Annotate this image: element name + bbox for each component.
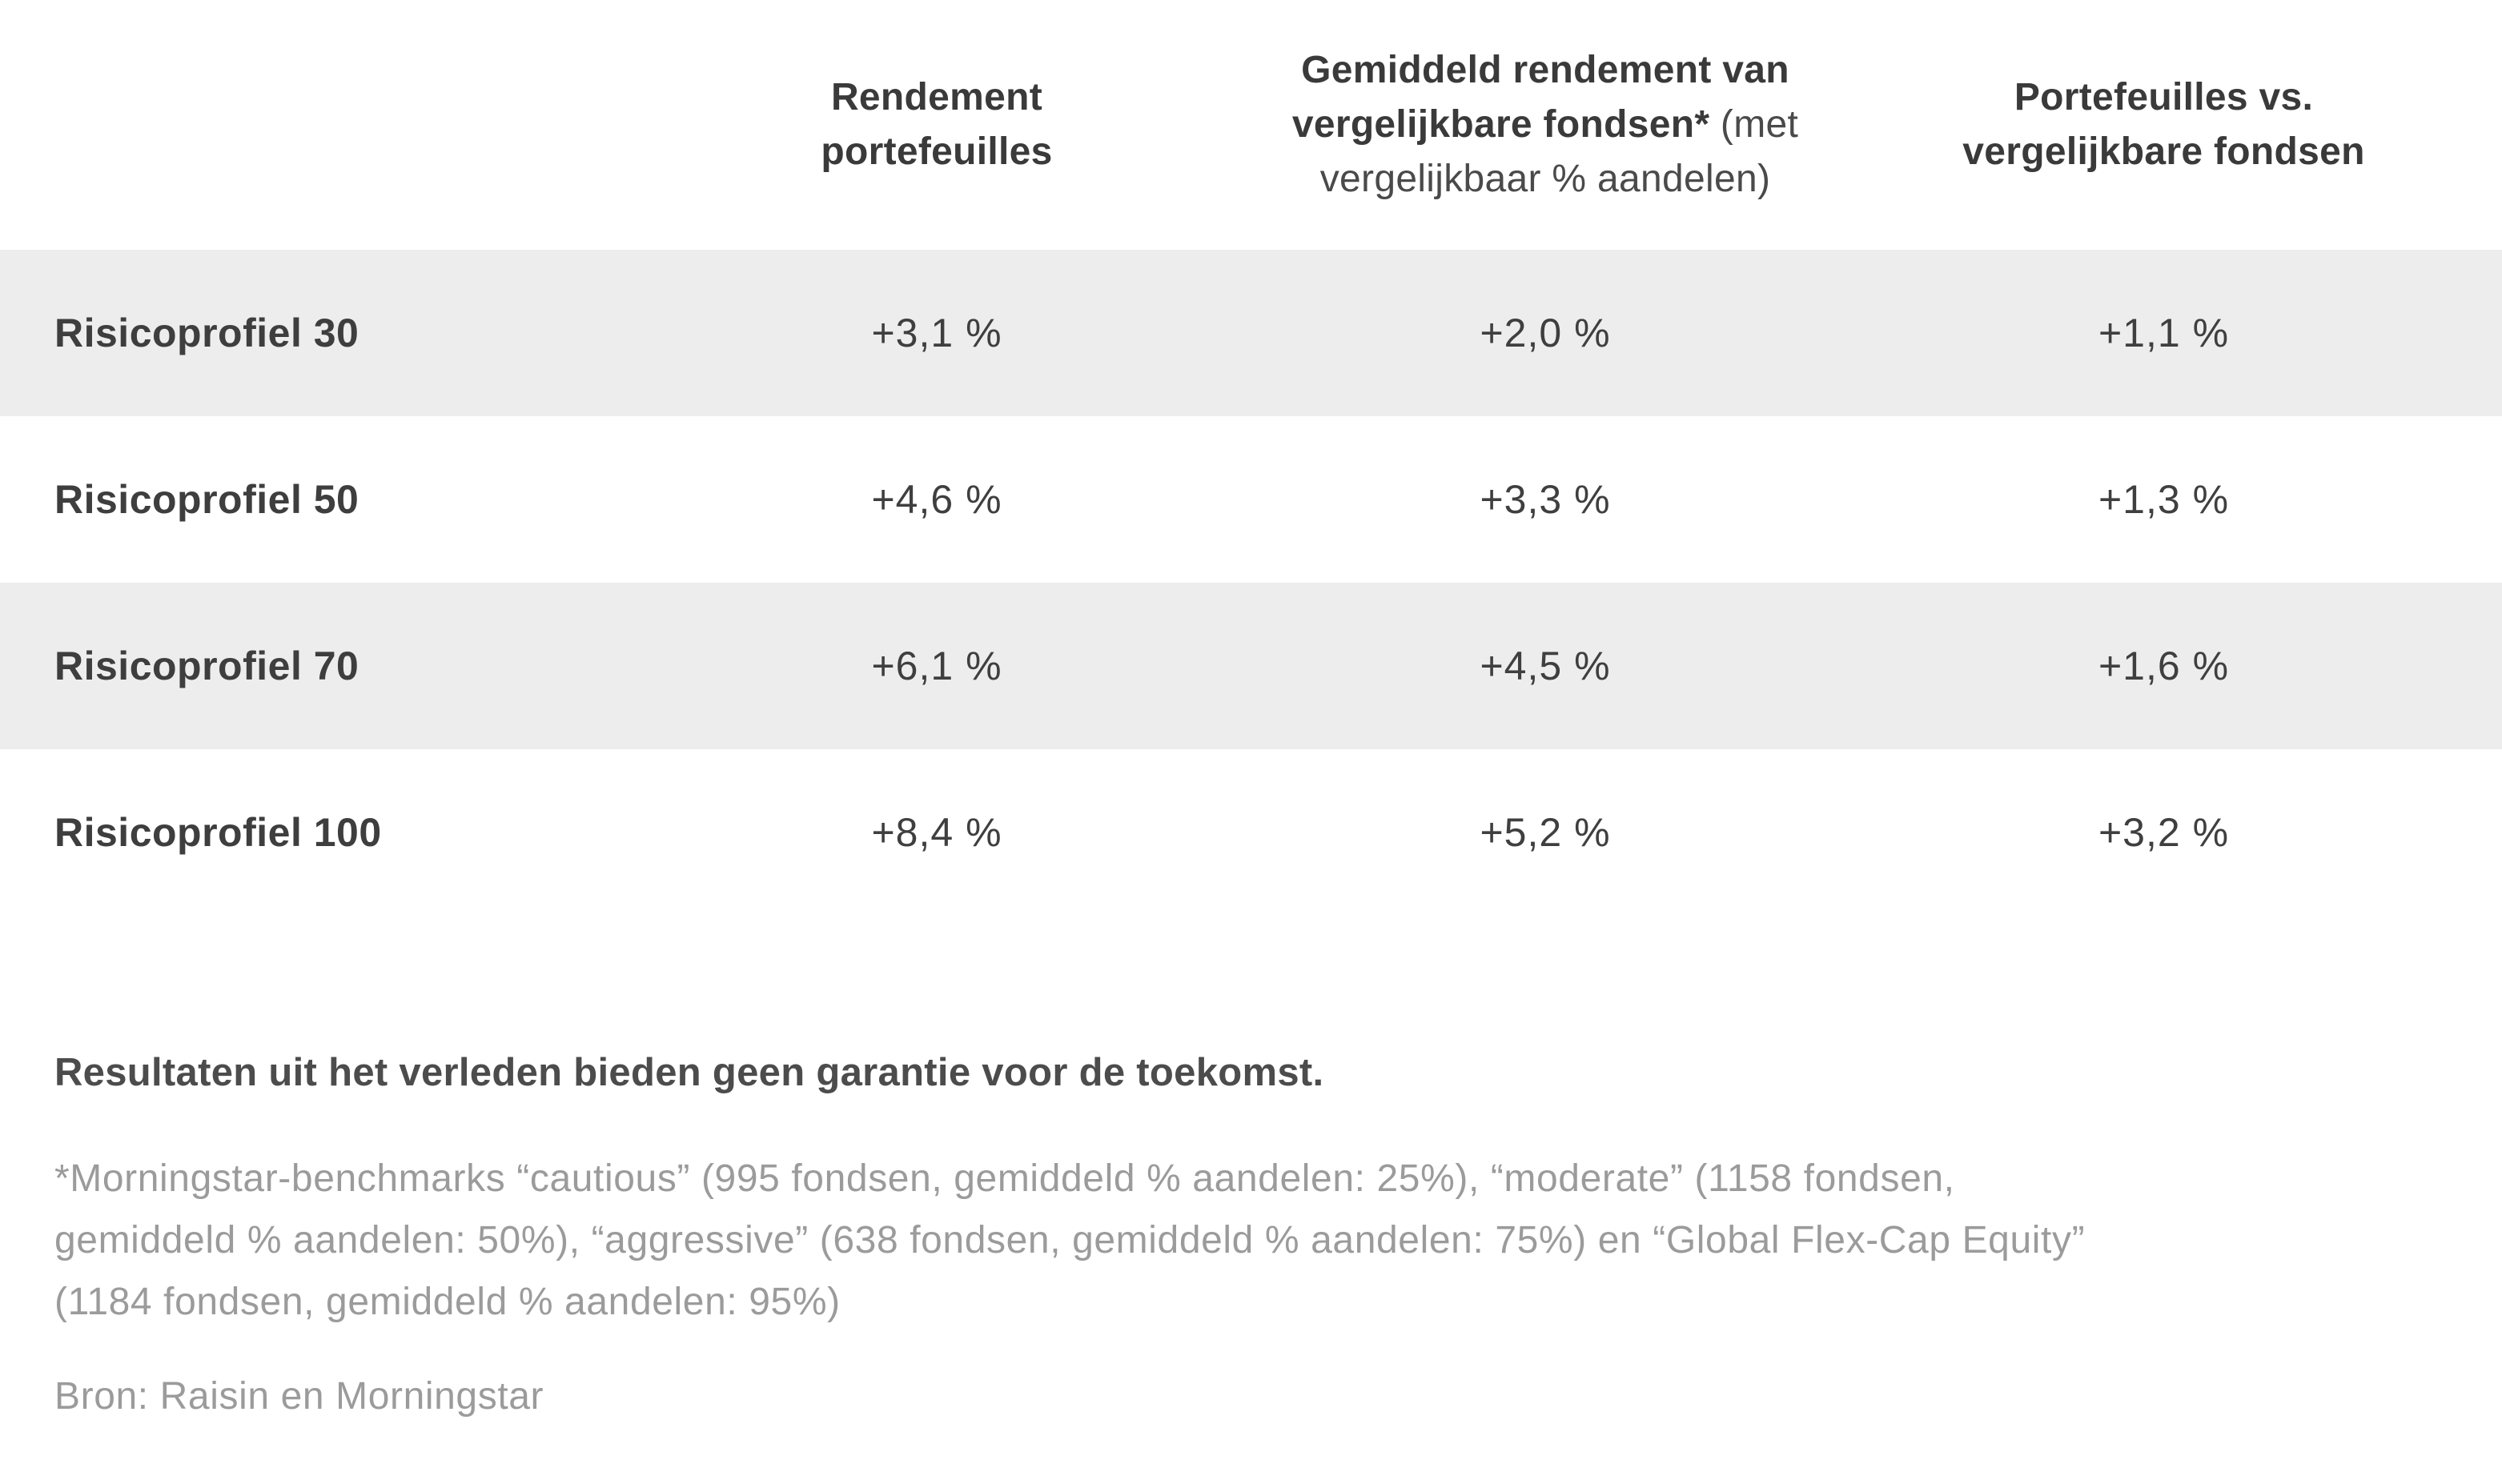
value-verschil: +1,3 %	[2098, 477, 2230, 522]
value-rendement-portefeuilles: +8,4 %	[871, 810, 1002, 855]
header-portefeuilles-vs-fondsen: Portefeuilles vs. vergelijkbare fondsen	[1825, 70, 2502, 179]
header-gemiddeld-rendement: Gemiddeld rendement van vergelijkbare fo…	[1265, 43, 1825, 207]
source-text: Bron: Raisin en Morningstar	[54, 1375, 544, 1418]
value-verschil: +3,2 %	[2098, 810, 2230, 855]
disclaimer-text: Resultaten uit het verleden bieden geen …	[54, 1051, 1324, 1094]
header-text: Gemiddeld rendement van vergelijkbare fo…	[1265, 43, 1825, 207]
footnote-line: *Morningstar-benchmarks “cautious” (995 …	[54, 1157, 1955, 1200]
header-bold-text: Gemiddeld rendement van vergelijkbare fo…	[1291, 49, 1789, 146]
row-label: Risicoprofiel 70	[54, 644, 359, 688]
header-bold-text: Portefeuilles vs. vergelijkbare fondsen	[1962, 76, 2365, 173]
row-label: Risicoprofiel 50	[54, 477, 359, 522]
value-verschil: +1,1 %	[2098, 311, 2230, 355]
value-vergelijkbare-fondsen: +4,5 %	[1480, 644, 1611, 688]
table-row-risicoprofiel-100: Risicoprofiel 100 +8,4 % +5,2 % +3,2 %	[0, 749, 2502, 916]
value-vergelijkbare-fondsen: +2,0 %	[1480, 311, 1611, 355]
footnote-text: *Morningstar-benchmarks “cautious” (995 …	[54, 1148, 2390, 1333]
table-header-row: Rendement portefeuilles Gemiddeld rendem…	[0, 0, 2502, 250]
row-label: Risicoprofiel 100	[54, 810, 382, 855]
footer: Resultaten uit het verleden bieden geen …	[0, 1050, 2502, 1418]
value-rendement-portefeuilles: +4,6 %	[871, 477, 1002, 522]
row-label: Risicoprofiel 30	[54, 311, 359, 355]
footnote-line: (1184 fondsen, gemiddeld % aandelen: 95%…	[54, 1281, 841, 1323]
header-text: Rendement portefeuilles	[777, 70, 1097, 179]
value-verschil: +1,6 %	[2098, 644, 2230, 688]
value-rendement-portefeuilles: +6,1 %	[871, 644, 1002, 688]
table-row-risicoprofiel-30: Risicoprofiel 30 +3,1 % +2,0 % +1,1 %	[0, 250, 2502, 416]
header-bold-text: Rendement portefeuilles	[821, 76, 1053, 173]
header-regular-text: (met vergelijkbaar % aandelen)	[1319, 103, 1799, 200]
header-text: Portefeuilles vs. vergelijkbare fondsen	[1930, 70, 2398, 179]
value-rendement-portefeuilles: +3,1 %	[871, 311, 1002, 355]
footnote-line: gemiddeld % aandelen: 50%), “aggressive”…	[54, 1219, 2086, 1261]
value-vergelijkbare-fondsen: +3,3 %	[1480, 477, 1611, 522]
table-row-risicoprofiel-50: Risicoprofiel 50 +4,6 % +3,3 % +1,3 %	[0, 416, 2502, 583]
table-row-risicoprofiel-70: Risicoprofiel 70 +6,1 % +4,5 % +1,6 %	[0, 583, 2502, 749]
header-rendement-portefeuilles: Rendement portefeuilles	[608, 70, 1265, 179]
value-vergelijkbare-fondsen: +5,2 %	[1480, 810, 1611, 855]
